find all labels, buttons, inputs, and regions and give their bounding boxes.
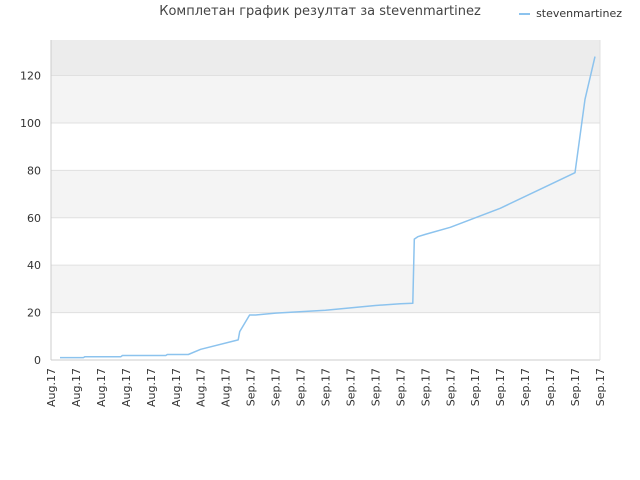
background-band — [51, 312, 600, 360]
x-tick-label: Aug.17 — [170, 368, 183, 407]
series-line-stevenmartinez — [60, 56, 596, 359]
x-tick-label: Aug.17 — [45, 368, 58, 407]
background-band — [51, 75, 600, 123]
background-band — [51, 170, 600, 218]
x-tick-label: Sep.17 — [419, 368, 432, 406]
y-tick-label: 80 — [27, 164, 41, 177]
x-tick-label: Sep.17 — [519, 368, 532, 406]
background-bands — [51, 40, 600, 360]
x-tick-label: Sep.17 — [494, 368, 507, 406]
x-tick-label: Sep.17 — [594, 368, 607, 406]
axes — [50, 40, 601, 361]
y-tick-label: 20 — [27, 307, 41, 320]
x-tick-label: Sep.17 — [569, 368, 582, 406]
background-band — [51, 122, 600, 171]
x-tick-label: Sep.17 — [469, 368, 482, 406]
series-layer — [60, 56, 596, 359]
x-tick-label: Sep.17 — [544, 368, 557, 406]
x-tick-label: Aug.17 — [195, 368, 208, 407]
background-band — [51, 265, 600, 313]
x-tick-label: Sep.17 — [369, 368, 382, 406]
y-tick-label: 100 — [20, 117, 41, 130]
x-tick-label: Aug.17 — [95, 368, 108, 407]
legend-label: stevenmartinez — [536, 7, 622, 20]
y-tick-label: 40 — [27, 259, 41, 272]
x-tick-labels: Aug.17 Aug.17 Aug.17 Aug.17 Aug.17 Aug.17 Aug.… — [45, 368, 607, 407]
y-tick-labels: 0 20 40 60 80 100 120 — [20, 70, 41, 367]
x-tick-label: Sep.17 — [344, 368, 357, 406]
background-band — [51, 217, 600, 266]
x-tick-label: Aug.17 — [120, 368, 133, 407]
y-tick-label: 60 — [27, 212, 41, 225]
x-tick-label: Sep.17 — [245, 368, 258, 406]
x-tick-label: Aug.17 — [70, 368, 83, 407]
x-tick-label: Aug.17 — [220, 368, 233, 407]
legend-swatch — [519, 12, 531, 15]
legend: stevenmartinez — [519, 7, 622, 20]
x-tick-label: Sep.17 — [394, 368, 407, 406]
x-tick-label: Aug.17 — [145, 368, 158, 407]
x-tick-label: Sep.17 — [320, 368, 333, 406]
y-tick-label: 120 — [20, 70, 41, 83]
x-tick-label: Sep.17 — [270, 368, 283, 406]
x-tick-label: Sep.17 — [295, 368, 308, 406]
x-tick-label: Sep.17 — [444, 368, 457, 406]
y-tick-label: 0 — [34, 354, 41, 367]
chart-title: Комплетан график резултат за stevenmarti… — [159, 4, 481, 19]
background-band — [51, 40, 600, 76]
